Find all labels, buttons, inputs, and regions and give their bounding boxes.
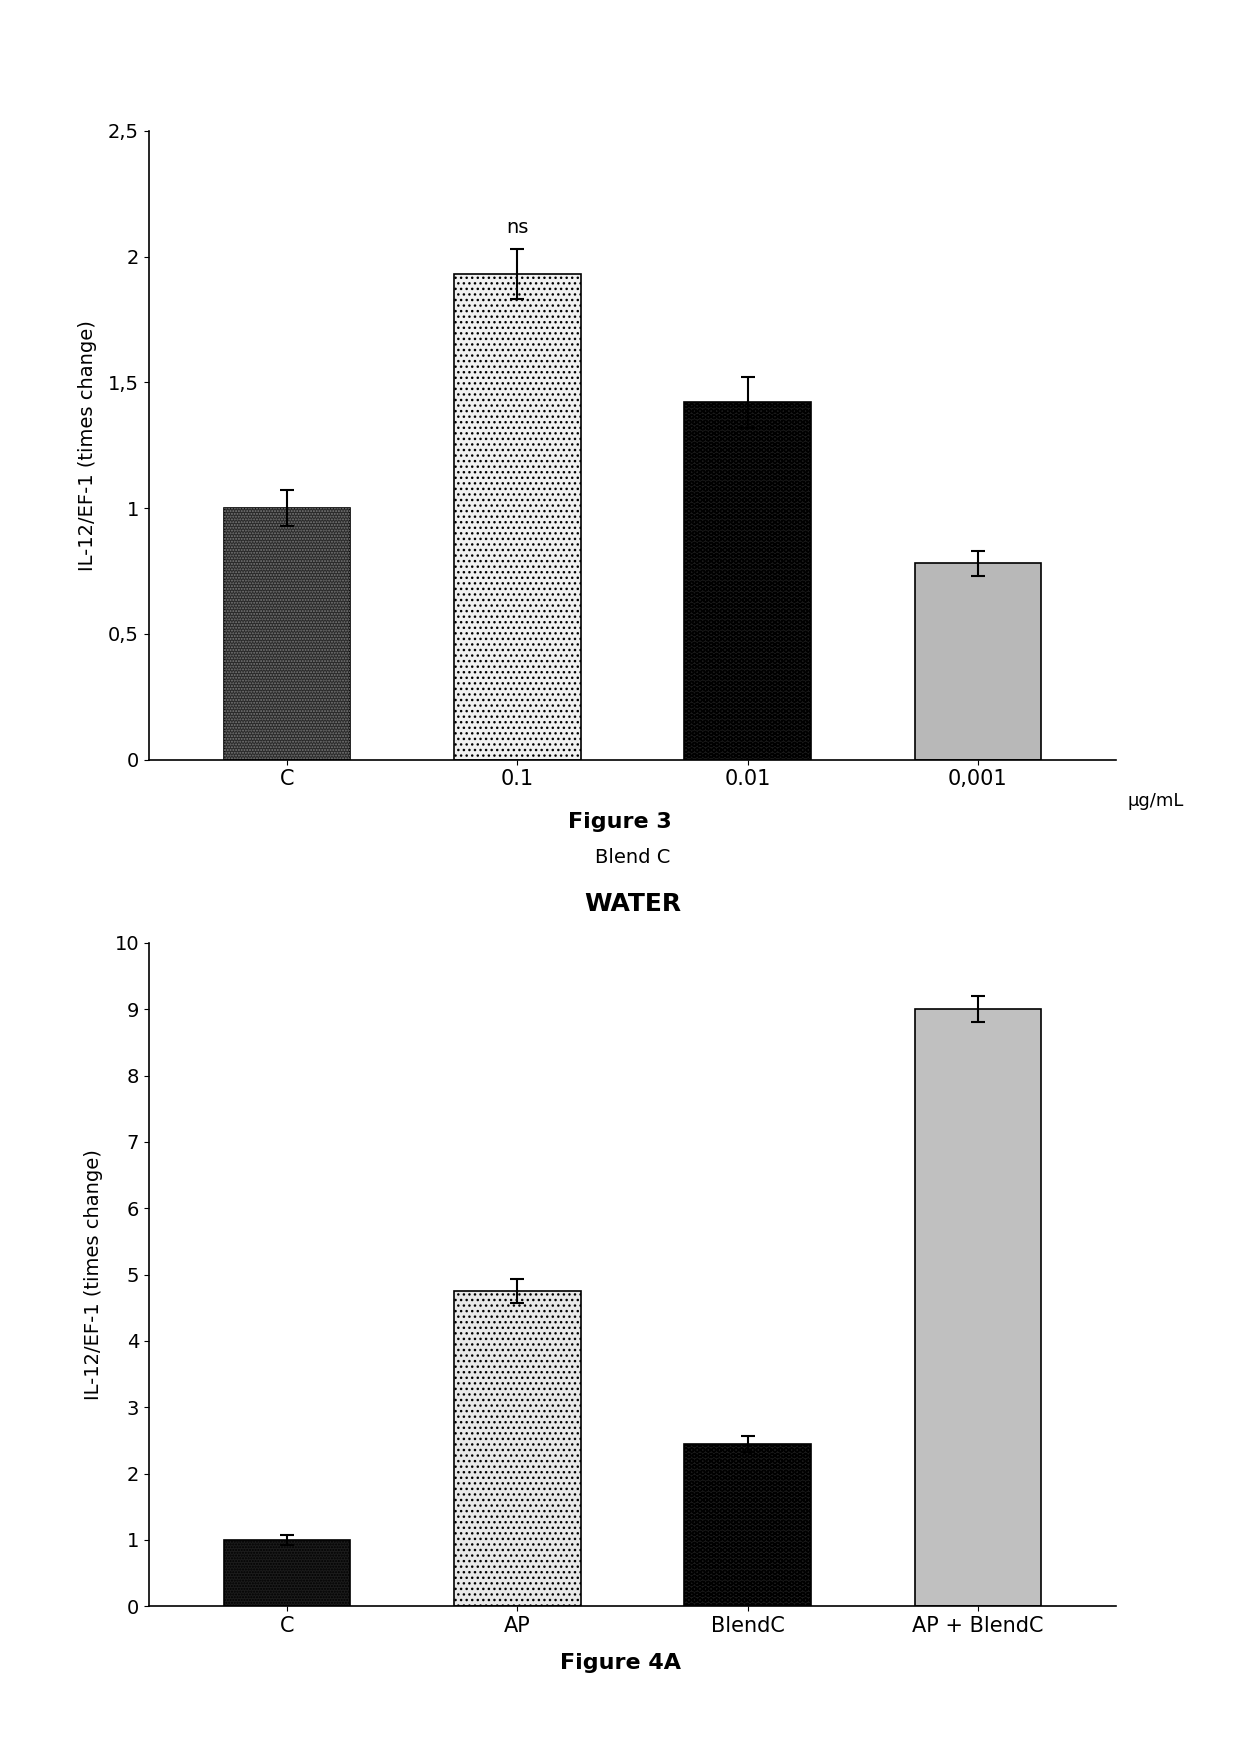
Text: Figure 4A: Figure 4A bbox=[559, 1653, 681, 1673]
Bar bbox=[223, 508, 350, 760]
Bar bbox=[223, 508, 350, 760]
Bar bbox=[915, 564, 1042, 760]
Bar bbox=[684, 403, 811, 760]
Bar bbox=[684, 1444, 811, 1606]
Bar bbox=[223, 1540, 350, 1606]
Text: Figure 3: Figure 3 bbox=[568, 812, 672, 831]
Bar bbox=[454, 274, 580, 760]
Text: µg/mL: µg/mL bbox=[1127, 793, 1184, 810]
Bar bbox=[915, 1009, 1042, 1606]
Y-axis label: IL-12/EF-1 (times change): IL-12/EF-1 (times change) bbox=[78, 320, 97, 571]
Y-axis label: IL-12/EF-1 (times change): IL-12/EF-1 (times change) bbox=[84, 1149, 103, 1400]
Text: Blend C: Blend C bbox=[595, 847, 670, 866]
Bar bbox=[454, 1292, 580, 1606]
Text: ns: ns bbox=[506, 218, 528, 236]
Text: WATER: WATER bbox=[584, 892, 681, 915]
